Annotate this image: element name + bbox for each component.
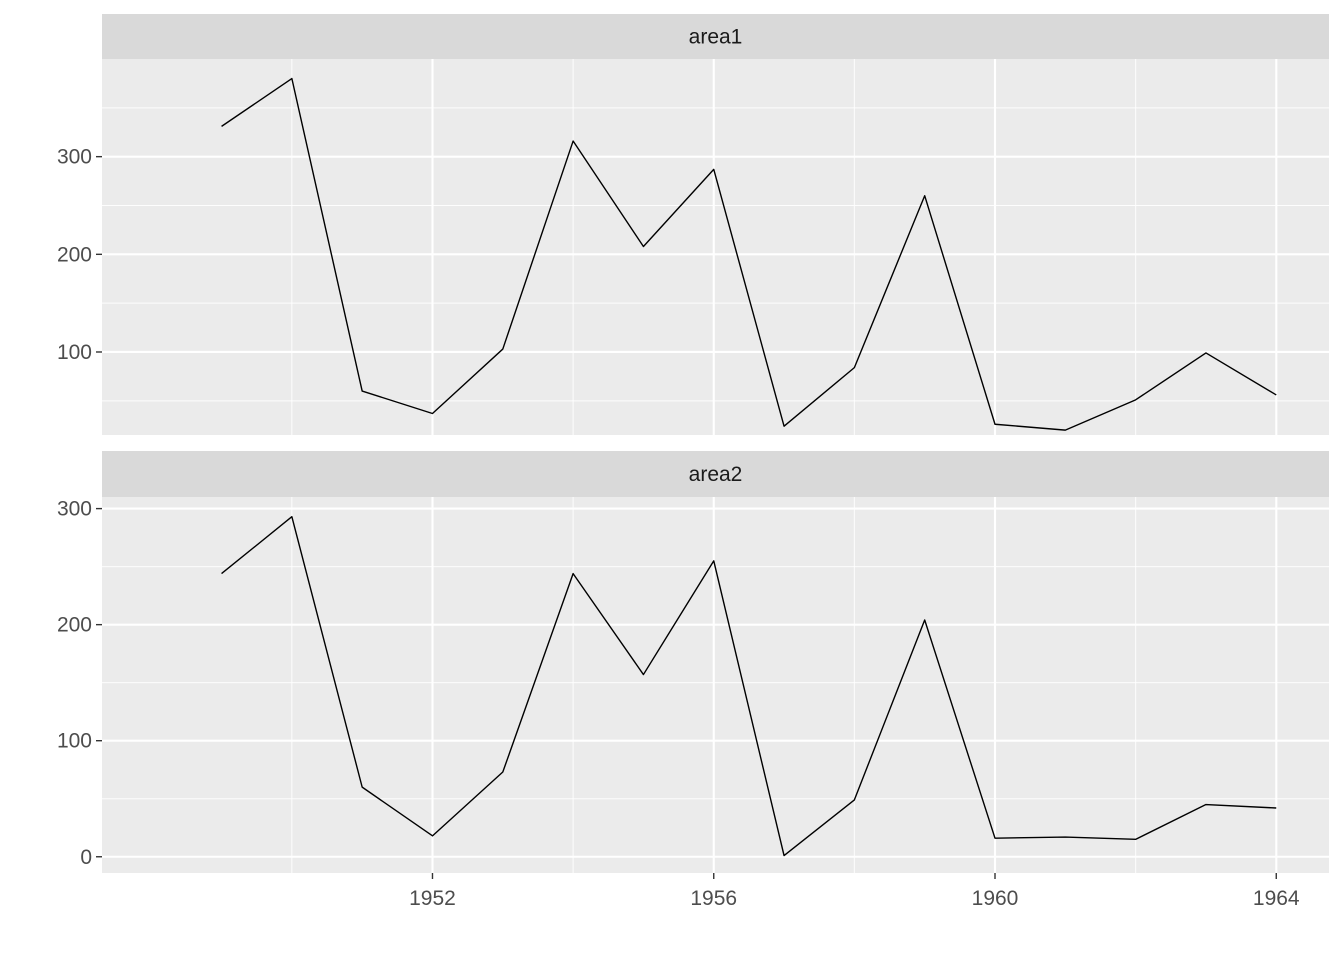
facet-strip: [102, 451, 1329, 497]
series-line-area2: [221, 516, 1277, 857]
x-tick-label: 1964: [1253, 887, 1300, 910]
y-tick-label: 300: [57, 498, 92, 521]
panel-background: [102, 497, 1329, 873]
y-tick-label: 200: [57, 614, 92, 637]
x-tick-label: 1952: [409, 887, 456, 910]
x-tick-label: 1960: [972, 887, 1019, 910]
y-tick-label: 200: [57, 243, 92, 266]
x-tick-label: 1956: [690, 887, 737, 910]
y-tick-label: 300: [57, 146, 92, 169]
series-line-area1: [221, 77, 1277, 431]
y-tick-label: 100: [57, 730, 92, 753]
y-tick-label: 0: [80, 846, 92, 869]
y-tick-label: 100: [57, 341, 92, 364]
facet-panel-area2: area2 0 100 200 300 1952 1956 1960 1964: [57, 451, 1329, 910]
panel-background: [102, 59, 1329, 435]
facet-strip-label: area1: [689, 26, 743, 49]
facet-panel-area1: area1 100 200 300: [57, 14, 1329, 435]
facet-strip-label: area2: [689, 463, 743, 486]
facet-strip: [102, 14, 1329, 59]
